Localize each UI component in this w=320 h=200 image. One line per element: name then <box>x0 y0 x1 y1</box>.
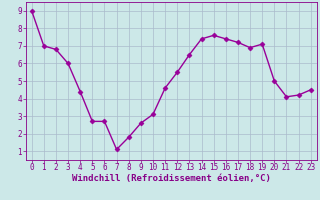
X-axis label: Windchill (Refroidissement éolien,°C): Windchill (Refroidissement éolien,°C) <box>72 174 271 183</box>
